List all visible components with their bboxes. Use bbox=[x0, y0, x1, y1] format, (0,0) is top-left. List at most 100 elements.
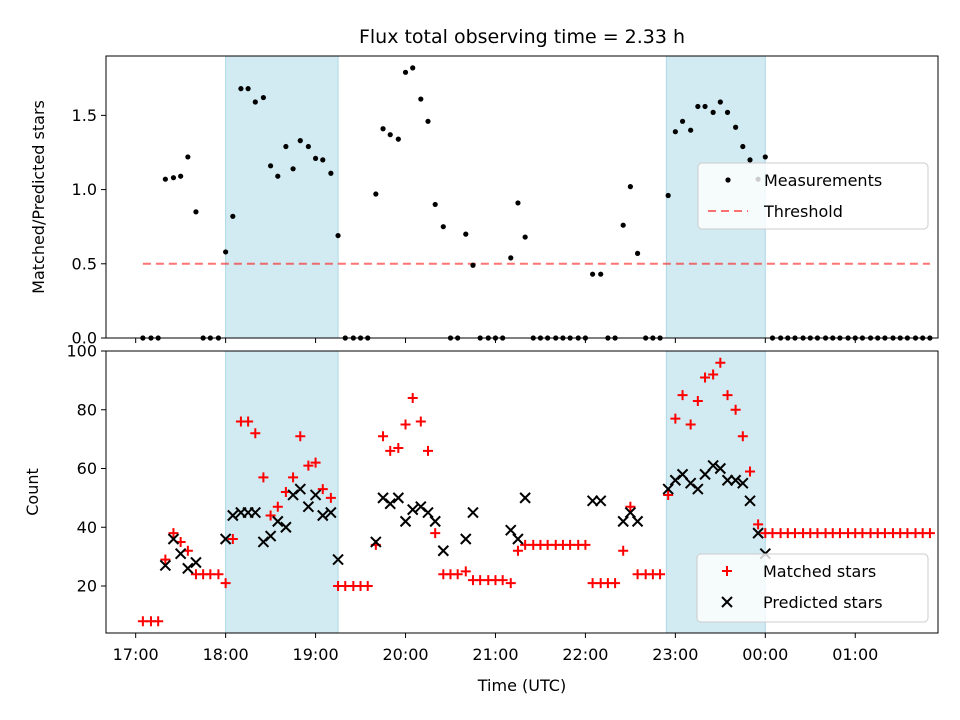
data-point bbox=[631, 515, 644, 528]
data-point bbox=[655, 569, 666, 580]
data-point bbox=[305, 143, 311, 150]
data-point bbox=[178, 173, 184, 179]
data-point bbox=[395, 136, 401, 142]
data-point bbox=[512, 545, 523, 556]
data-point bbox=[280, 521, 292, 533]
data-point bbox=[670, 413, 681, 424]
data-point bbox=[174, 547, 187, 560]
data-point bbox=[332, 553, 344, 566]
data-point bbox=[515, 200, 521, 206]
data-point bbox=[508, 255, 514, 261]
data-point bbox=[309, 489, 322, 501]
legend-label: Threshold bbox=[763, 202, 843, 221]
data-point bbox=[586, 495, 599, 507]
data-point bbox=[223, 249, 229, 255]
data-point bbox=[505, 524, 517, 536]
data-point bbox=[238, 86, 244, 92]
data-point bbox=[708, 369, 719, 380]
data-point bbox=[423, 445, 434, 456]
y-tick-label: 0.5 bbox=[72, 254, 97, 273]
data-point bbox=[688, 127, 694, 133]
data-point bbox=[924, 528, 935, 539]
data-point bbox=[695, 103, 701, 110]
data-point bbox=[745, 466, 756, 477]
data-point bbox=[753, 519, 764, 530]
data-point bbox=[737, 431, 748, 442]
data-point bbox=[399, 515, 412, 528]
x-tick-label: 23:00 bbox=[652, 645, 698, 664]
data-point bbox=[467, 506, 479, 519]
data-point bbox=[692, 395, 703, 406]
data-point bbox=[243, 416, 254, 427]
data-point bbox=[295, 431, 306, 442]
data-point bbox=[624, 506, 637, 519]
legend: Measurements Threshold bbox=[697, 162, 929, 230]
data-point bbox=[580, 539, 591, 550]
data-point bbox=[432, 201, 438, 208]
data-point bbox=[744, 495, 756, 507]
x-tick-label: 18:00 bbox=[203, 645, 249, 664]
data-point bbox=[310, 457, 321, 468]
data-point bbox=[729, 474, 742, 486]
data-point bbox=[370, 536, 382, 548]
data-point bbox=[692, 483, 704, 495]
data-point bbox=[663, 489, 674, 500]
top-y-axis-label: Matched/Predicted stars bbox=[29, 100, 48, 294]
data-point bbox=[722, 390, 733, 401]
data-point bbox=[710, 109, 716, 115]
data-point bbox=[400, 419, 411, 430]
data-point bbox=[610, 578, 621, 589]
data-point bbox=[168, 528, 179, 539]
data-point bbox=[190, 556, 202, 569]
data-point bbox=[737, 477, 749, 489]
data-point bbox=[430, 528, 441, 539]
y-tick-label: 40 bbox=[77, 518, 97, 537]
data-point bbox=[227, 534, 238, 544]
x-axis-label: Time (UTC) bbox=[477, 676, 566, 695]
data-point bbox=[320, 157, 326, 163]
data-point bbox=[505, 578, 516, 589]
data-point bbox=[522, 234, 528, 240]
legend-marker bbox=[722, 566, 732, 576]
data-point bbox=[625, 501, 636, 512]
data-point bbox=[182, 562, 194, 575]
data-point bbox=[700, 372, 711, 383]
data-point bbox=[752, 527, 764, 539]
panel-count: 20 40 60 80 100 17:00 18:00 19:00 20:00 21:00 22:0… bbox=[66, 342, 939, 664]
data-point bbox=[677, 390, 688, 401]
data-point bbox=[380, 126, 386, 132]
data-point bbox=[519, 492, 531, 504]
data-point bbox=[335, 232, 341, 239]
data-point bbox=[162, 176, 168, 182]
y-tick-label: 1.5 bbox=[72, 106, 97, 125]
data-point bbox=[373, 191, 379, 197]
data-point bbox=[407, 503, 419, 516]
x-tick-label: 20:00 bbox=[382, 645, 428, 664]
data-point bbox=[230, 213, 236, 219]
data-point bbox=[384, 498, 396, 510]
data-point bbox=[170, 175, 177, 181]
data-point bbox=[362, 581, 373, 591]
y-tick-label: 1.0 bbox=[72, 180, 97, 199]
data-point bbox=[440, 224, 446, 230]
data-point bbox=[730, 404, 741, 415]
data-point bbox=[665, 192, 671, 199]
data-point bbox=[679, 118, 686, 124]
data-point bbox=[740, 143, 746, 150]
data-point bbox=[387, 132, 393, 138]
y-tick-label: 60 bbox=[77, 459, 97, 478]
x-tick-label: 01:00 bbox=[832, 645, 878, 664]
data-point bbox=[452, 569, 463, 580]
data-point bbox=[227, 509, 239, 522]
data-point bbox=[272, 515, 284, 528]
chart-title: Flux total observing time = 2.33 h bbox=[359, 26, 685, 48]
data-point bbox=[185, 154, 191, 160]
x-tick-label: 22:00 bbox=[562, 645, 608, 664]
data-point bbox=[425, 118, 431, 124]
data-point bbox=[290, 166, 296, 172]
data-point bbox=[512, 533, 524, 545]
data-point bbox=[264, 530, 277, 542]
data-point bbox=[437, 545, 450, 557]
legend-marker bbox=[721, 596, 733, 608]
data-point bbox=[378, 431, 389, 442]
